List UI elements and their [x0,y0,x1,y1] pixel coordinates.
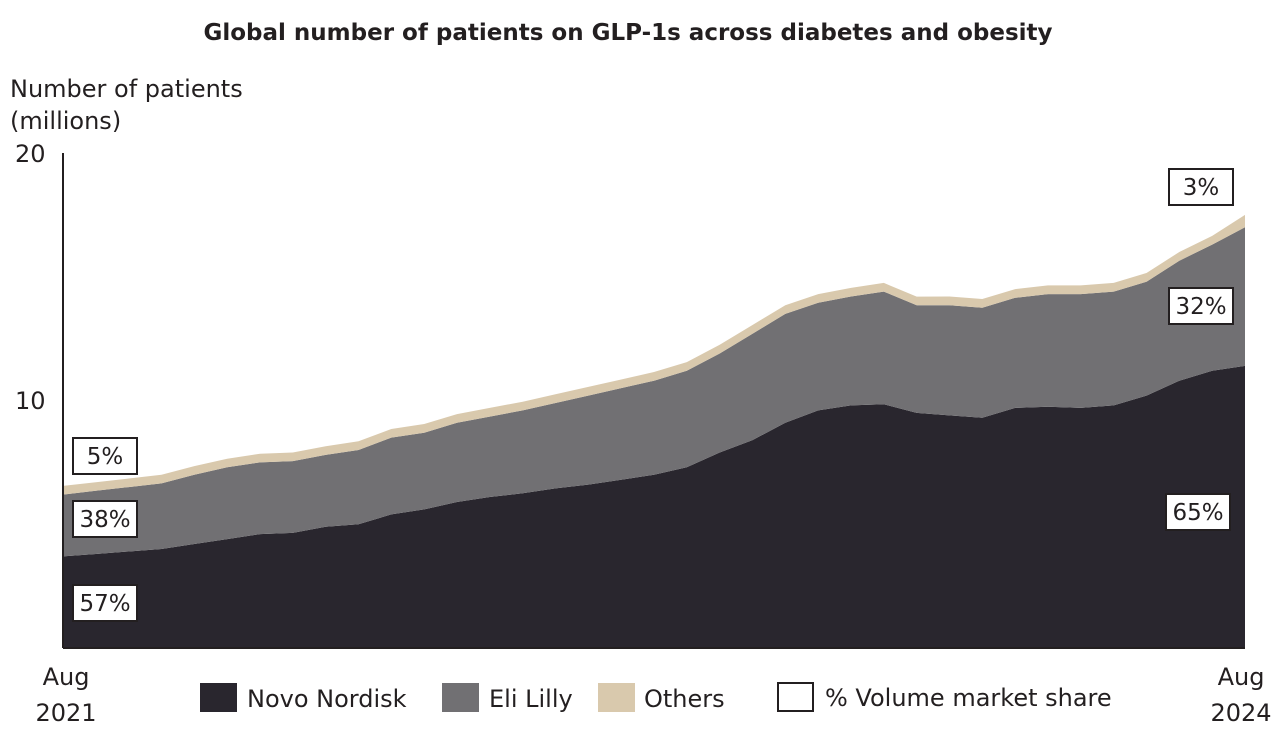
area-novo-nordisk [63,365,1245,648]
share-label-end-eli-lilly-box [1168,287,1234,325]
share-label-end-eli-lilly: 32% [1175,294,1226,320]
share-label-end-others-box [1168,168,1234,206]
legend-swatch-eli-lilly [442,683,479,712]
area-eli-lilly [63,227,1245,557]
share-label-start-novo-nordisk-box [72,584,138,622]
chart-title: Global number of patients on GLP-1s acro… [203,20,1052,46]
x-tick-end-year: 2024 [1210,699,1271,727]
share-label-start-eli-lilly: 38% [79,507,130,533]
legend-swatch-market-share [777,682,814,712]
legend-label-eli-lilly: Eli Lilly [489,685,573,713]
share-label-end-others: 3% [1183,175,1220,201]
x-tick-end-month: Aug [1218,663,1265,691]
stacked-areas [63,214,1245,648]
y-tick-10: 10 [15,387,46,415]
legend-label-market-share: % Volume market share [825,684,1112,712]
legend-swatch-novo-nordisk [200,683,237,712]
legend: Novo Nordisk Eli Lilly Others % Volume m… [200,682,1112,713]
share-label-start-novo-nordisk: 57% [79,591,130,617]
share-labels: 5% 38% 57% 3% 32% 65% [72,168,1234,622]
y-tick-20: 20 [15,140,46,168]
share-label-start-eli-lilly-box [72,500,138,538]
share-label-start-others-box [72,437,138,475]
legend-swatch-others [598,683,635,712]
x-tick-start-year: 2021 [35,699,96,727]
legend-label-others: Others [644,685,725,713]
share-label-start-others: 5% [87,444,124,470]
legend-label-novo-nordisk: Novo Nordisk [247,685,407,713]
share-label-end-novo-nordisk-box [1165,493,1231,531]
share-label-end-novo-nordisk: 65% [1172,500,1223,526]
y-axis-label-line1: Number of patients [10,75,243,103]
x-tick-start-month: Aug [43,663,90,691]
y-axis-label-line2: (millions) [10,107,121,135]
